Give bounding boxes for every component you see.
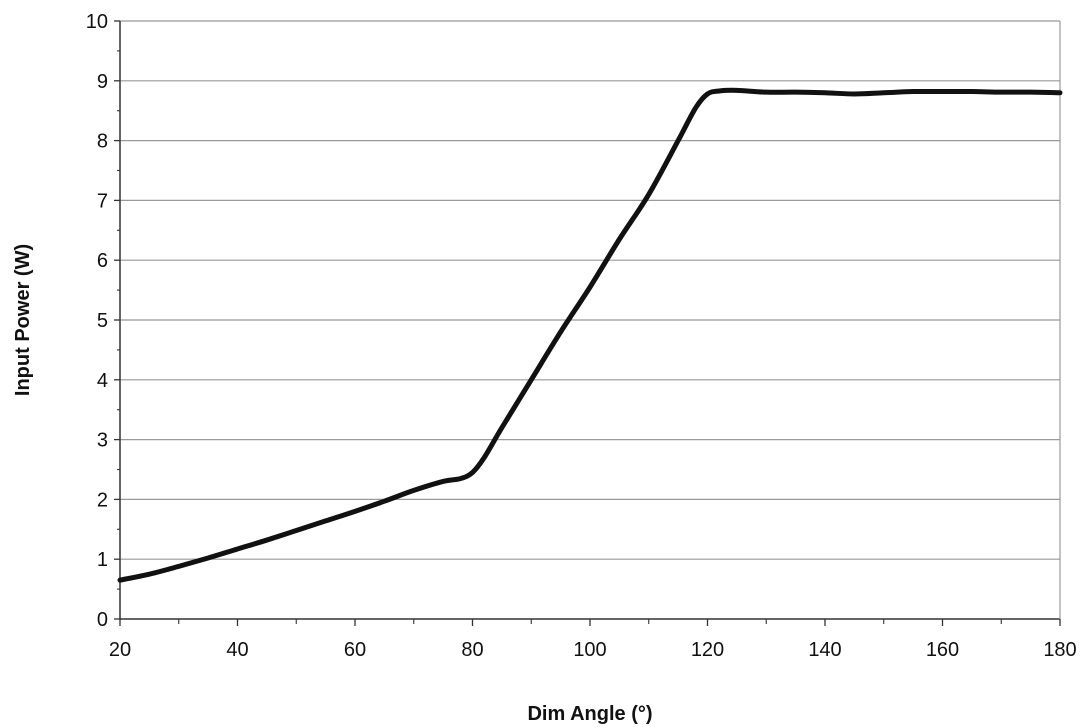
x-tick-label-60: 60 [344,639,366,661]
gridlines [120,20,1060,560]
series-line-0 [117,87,1063,583]
x-tick-label-20: 20 [109,639,131,661]
x-tick-label-40: 40 [226,639,248,661]
x-tick-label-100: 100 [573,639,606,661]
y-tick-label-2: 2 [97,489,108,511]
y-tick-label-9: 9 [97,71,108,93]
y-tick-label-0: 0 [97,609,108,631]
y-tick-label-5: 5 [97,310,108,332]
y-tick-label-8: 8 [97,131,108,153]
series-layer [117,87,1063,583]
y-tick-label-10: 10 [86,11,108,33]
y-tick-label-1: 1 [97,549,108,571]
x-tick-label-80: 80 [461,639,483,661]
x-tick-label-180: 180 [1043,639,1076,661]
y-tick-label-7: 7 [97,190,108,212]
y-tick-label-6: 6 [97,250,108,272]
tick-labels: 0 1 2 3 4 5 6 7 8 9 10 20 40 60 80 100 120 140 160 180 [86,11,1077,661]
axes [114,20,1061,626]
y-tick-label-4: 4 [97,370,108,392]
x-axis-title: Dim Angle (°) [527,703,652,725]
x-tick-label-160: 160 [926,639,959,661]
y-tick-label-3: 3 [97,430,108,452]
x-tick-label-140: 140 [808,639,841,661]
x-tick-label-120: 120 [691,639,724,661]
y-axis-title: Input Power (W) [12,244,34,396]
